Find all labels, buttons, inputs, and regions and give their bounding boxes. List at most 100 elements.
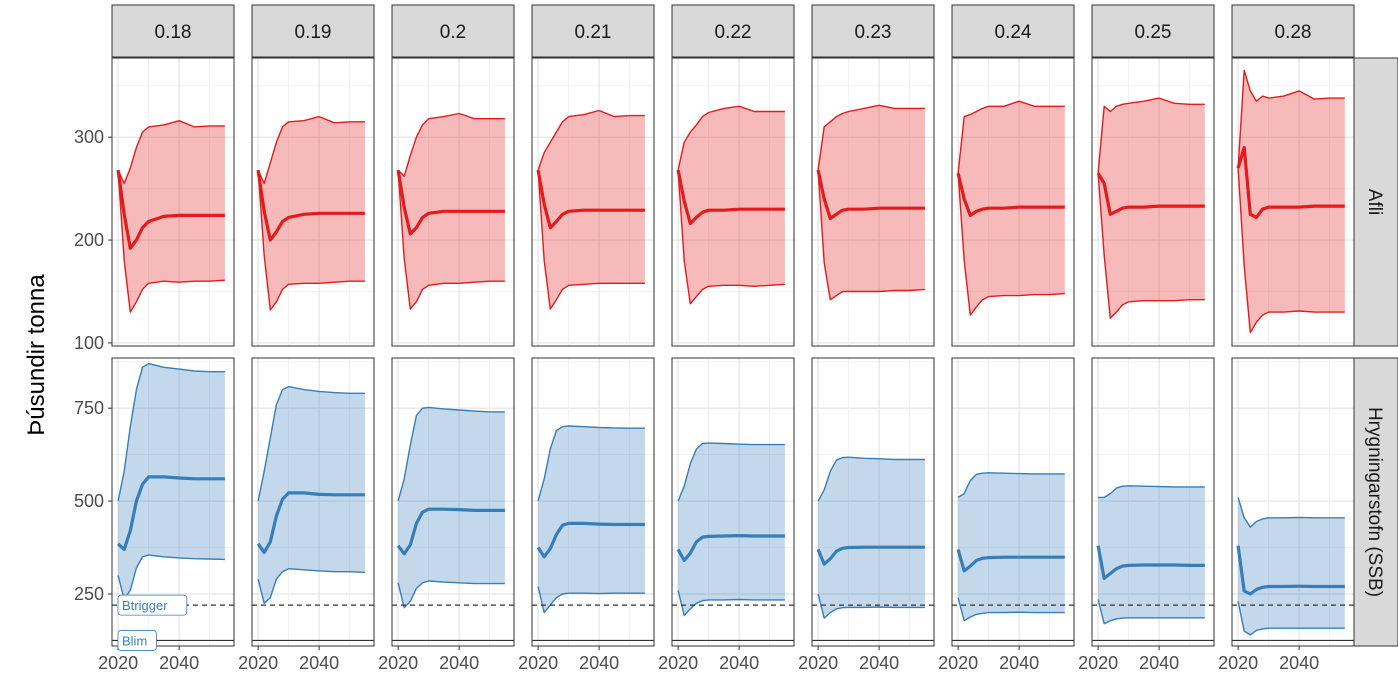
ribbon-band-Hrygningarstofn (SSB)-0.22 (678, 443, 785, 616)
panel-border (1091, 357, 1215, 647)
data-layer (112, 69, 1354, 642)
panel-border (111, 57, 235, 347)
lower-bound-line (117, 170, 225, 313)
median-line (536, 169, 645, 230)
facet-strip-label-0.21: 0.21 (575, 22, 612, 43)
upper-bound-line (397, 112, 505, 177)
facet-strip-0.2 (391, 4, 515, 58)
ribbon-band-Hrygningarstofn (SSB)-0.18 (118, 363, 225, 600)
panel-border (391, 357, 515, 647)
ribbon-band-Hrygningarstofn (SSB)-0.24 (958, 472, 1065, 621)
y-tick-label: 250 (74, 584, 104, 604)
lower-bound-line (257, 170, 365, 311)
facet-strip-0.23 (811, 4, 935, 58)
ribbon-band-Afli-0.22 (678, 106, 785, 304)
x-tick-label: 2040 (579, 653, 619, 673)
x-tick-label: 2040 (1279, 653, 1319, 673)
median-line (816, 169, 925, 221)
x-tick-label: 2020 (938, 653, 978, 673)
x-tick-label: 2020 (1218, 653, 1258, 673)
lower-bound-line (257, 568, 365, 604)
ribbon-band-Hrygningarstofn (SSB)-0.21 (538, 426, 645, 613)
ribbon-band-Hrygningarstofn (SSB)-0.2 (398, 407, 505, 608)
upper-bound-line (677, 442, 785, 502)
upper-bound-line (257, 385, 365, 502)
facet-strip-label-0.22: 0.22 (715, 22, 752, 43)
upper-bound-line (537, 425, 645, 502)
row-strip-label-0: Afli (1364, 189, 1385, 215)
panel-background (1232, 58, 1354, 346)
panel-background (1092, 58, 1214, 346)
facet-strip-0.21 (531, 4, 655, 58)
text-layer: 0.18 0.19 0.2 0.21 0.22 0.23 0.24 0.25 0.28 Afli H… (74, 22, 1385, 673)
median-line (676, 169, 785, 226)
x-tick-label: 2020 (658, 653, 698, 673)
median-line (1096, 172, 1205, 216)
facet-strip-0.22 (671, 4, 795, 58)
facet-strip-label-0.18: 0.18 (155, 22, 192, 43)
upper-bound-line (257, 115, 365, 185)
y-axis-label: Þúsundir tonna (23, 274, 50, 436)
x-tick-label: 2020 (1078, 653, 1118, 673)
x-tick-label: 2040 (1139, 653, 1179, 673)
median-line (676, 534, 785, 563)
row-strip-label-1: Hrygningarstofn (SSB) (1364, 407, 1385, 597)
x-tick-label: 2020 (238, 653, 278, 673)
x-tick-label: 2020 (518, 653, 558, 673)
panel-border (531, 57, 655, 347)
median-line (1236, 545, 1345, 596)
facet-strip-label-0.28: 0.28 (1275, 22, 1312, 43)
lower-bound-line (537, 170, 645, 310)
frame-layer (108, 4, 1398, 650)
y-tick-label: 300 (74, 127, 104, 147)
x-tick-label: 2040 (999, 653, 1039, 673)
ribbon-band-Afli-0.28 (1238, 70, 1345, 333)
grid-layer (112, 58, 1354, 646)
lower-bound-line (537, 586, 645, 614)
panel-border (951, 57, 1075, 347)
panel-background (672, 58, 794, 346)
upper-bound-line (117, 120, 225, 185)
upper-bound-line (1237, 497, 1345, 528)
panel-border (811, 57, 935, 347)
x-tick-label: 2040 (299, 653, 339, 673)
panel-background (252, 58, 374, 346)
upper-bound-line (957, 472, 1065, 498)
panel-background (392, 58, 514, 346)
lower-bound-line (817, 593, 925, 619)
row-strip-1 (1353, 357, 1398, 647)
upper-bound-line (117, 362, 225, 502)
ribbon-band-Hrygningarstofn (SSB)-0.25 (1098, 485, 1205, 624)
row-strip-0 (1353, 57, 1398, 347)
lower-bound-line (397, 580, 505, 609)
panel-background (112, 58, 234, 346)
panel-border (111, 357, 235, 647)
lower-bound-line (397, 170, 505, 310)
lower-bound-line (677, 590, 785, 617)
median-line (256, 169, 365, 242)
lower-bound-line (817, 170, 925, 301)
reference-label-Blim: Blim (122, 633, 147, 648)
lower-bound-line (677, 170, 785, 305)
panel-background (532, 58, 654, 346)
facet-strip-label-0.2: 0.2 (440, 22, 466, 43)
panel-border (951, 357, 1075, 647)
panel-border (1091, 57, 1215, 347)
x-tick-label: 2040 (859, 653, 899, 673)
upper-bound-line (537, 109, 645, 171)
panel-background (812, 358, 934, 646)
panel-border (531, 357, 655, 647)
panel-background (252, 358, 374, 646)
facet-strip-label-0.19: 0.19 (295, 22, 332, 43)
panel-border (671, 57, 795, 347)
reference-label-box-Btrigger (117, 594, 188, 616)
panel-border (251, 357, 375, 647)
panel-background (1092, 358, 1214, 646)
ribbon-band-Hrygningarstofn (SSB)-0.23 (818, 457, 925, 619)
median-line (536, 521, 645, 559)
y-tick-label: 100 (74, 333, 104, 353)
x-tick-label: 2020 (98, 653, 138, 673)
panel-border (1231, 57, 1355, 347)
x-tick-label: 2040 (439, 653, 479, 673)
ribbon-band-Afli-0.23 (818, 105, 925, 300)
